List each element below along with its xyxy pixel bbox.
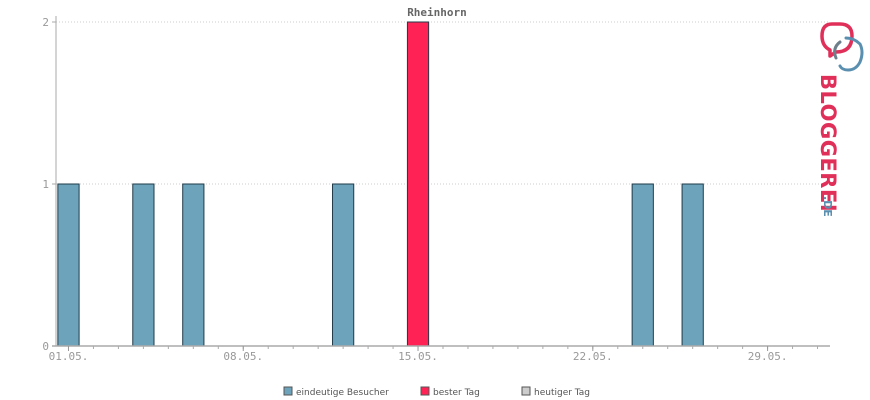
legend-swatch [283,386,293,396]
bar [182,183,205,347]
grid [56,21,830,185]
bar [57,183,80,347]
chart-title: Rheinhorn [407,6,467,19]
logo-domain-suffix: .DE [821,196,834,217]
bar [406,21,430,347]
logo-wordmark: BLOGGEREI [816,74,840,212]
y-tick-label: 0 [42,340,49,353]
legend-swatch [521,386,531,396]
legend-swatch [420,386,430,396]
bloggerei-logo: BLOGGEREI .DE [816,22,864,217]
x-tick-label: 08.05. [223,350,263,363]
x-tick-label: 29.05. [748,350,788,363]
y-tick-label: 2 [42,16,49,29]
y-tick-labels: 0 1 2 [42,16,49,353]
axes [52,16,830,351]
bar [132,183,155,347]
x-tick-label: 15.05. [398,350,438,363]
x-tick-label: 01.05. [49,350,89,363]
legend-label: eindeutige Besucher [296,388,389,398]
x-tick-label: 22.05. [573,350,613,363]
bar [681,183,704,347]
bar [631,183,654,347]
legend-label: heutiger Tag [534,388,590,398]
logo-icon [820,22,864,72]
legend: eindeutige Besucher bester Tag heutiger Ta… [283,386,590,398]
legend-label: bester Tag [433,388,480,398]
bar [332,183,355,347]
x-tick-labels: 01.05. 08.05. 15.05. 22.05. 29.05. [49,350,788,363]
y-tick-label: 1 [42,178,49,191]
